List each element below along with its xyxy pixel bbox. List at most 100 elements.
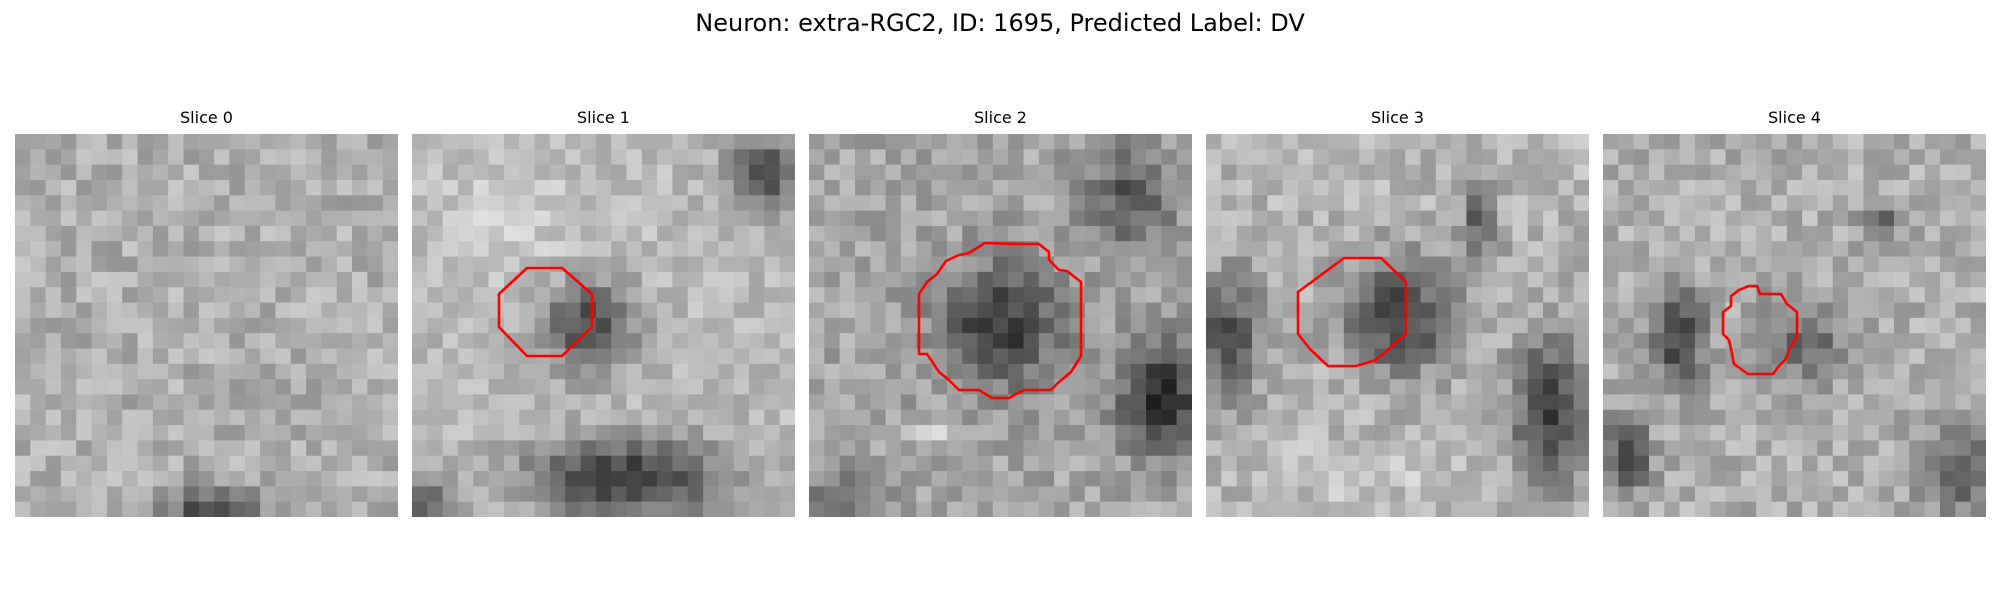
pixel-cell xyxy=(137,179,154,196)
pixel-cell xyxy=(1297,225,1314,242)
pixel-cell xyxy=(1894,195,1910,212)
pixel-cell xyxy=(1786,149,1803,166)
pixel-cell xyxy=(672,287,689,304)
pixel-cell xyxy=(1664,333,1681,350)
pixel-cell xyxy=(1664,501,1681,517)
pixel-cell xyxy=(1359,317,1376,334)
pixel-cell xyxy=(595,455,612,472)
pixel-cell xyxy=(15,164,31,181)
pixel-cell xyxy=(352,195,368,212)
pixel-cell xyxy=(214,486,231,503)
pixel-cell xyxy=(382,501,398,517)
pixel-cell xyxy=(611,271,628,288)
pixel-cell xyxy=(488,363,505,380)
pixel-cell xyxy=(824,363,841,380)
pixel-cell xyxy=(290,455,307,472)
pixel-cell xyxy=(1756,256,1773,273)
pixel-cell xyxy=(152,287,169,304)
pixel-cell xyxy=(1359,241,1376,258)
pixel-cell xyxy=(1221,210,1238,227)
pixel-cell xyxy=(1832,195,1849,212)
pixel-cell xyxy=(260,195,277,212)
pixel-cell xyxy=(733,348,750,365)
pixel-cell xyxy=(1970,210,1986,227)
pixel-cell xyxy=(1771,333,1788,350)
pixel-cell xyxy=(1786,179,1803,196)
pixel-cell xyxy=(1084,455,1101,472)
pixel-cell xyxy=(1297,302,1314,319)
pixel-cell xyxy=(1543,302,1559,319)
pixel-cell xyxy=(1297,287,1314,304)
pixel-cell xyxy=(412,501,428,517)
pixel-cell xyxy=(1894,271,1910,288)
pixel-cell xyxy=(76,455,93,472)
pixel-cell xyxy=(1328,164,1345,181)
pixel-cell xyxy=(1328,394,1345,411)
pixel-cell xyxy=(1863,501,1880,517)
pixel-cell xyxy=(1466,455,1483,472)
pixel-cell xyxy=(1970,179,1986,196)
pixel-cell xyxy=(611,225,628,242)
pixel-cell xyxy=(1664,210,1681,227)
pixel-cell xyxy=(1710,241,1727,258)
pixel-cell xyxy=(641,210,658,227)
pixel-cell xyxy=(1924,164,1941,181)
pixel-cell xyxy=(15,210,31,227)
pixel-cell xyxy=(1451,256,1468,273)
pixel-cell xyxy=(1420,471,1437,487)
pixel-cell xyxy=(1603,271,1619,288)
pixel-cell xyxy=(442,256,459,273)
pixel-cell xyxy=(427,486,444,503)
pixel-cell xyxy=(214,363,231,380)
pixel-cell xyxy=(1236,287,1253,304)
pixel-cell xyxy=(1008,471,1025,487)
pixel-cell xyxy=(1863,348,1880,365)
pixel-cell xyxy=(427,471,444,487)
pixel-cell xyxy=(1374,409,1391,426)
pixel-cell xyxy=(1038,486,1055,503)
pixel-cell xyxy=(457,501,474,517)
pixel-cell xyxy=(519,271,536,288)
pixel-cell xyxy=(749,486,765,503)
pixel-cell xyxy=(183,256,200,273)
pixel-cell xyxy=(1618,317,1635,334)
pixel-cell xyxy=(321,394,338,411)
pixel-cell xyxy=(809,179,825,196)
pixel-cell xyxy=(336,134,353,150)
pixel-cell xyxy=(152,179,169,196)
pixel-cell xyxy=(1679,486,1696,503)
pixel-cell xyxy=(473,409,490,426)
pixel-cell xyxy=(427,195,444,212)
pixel-cell xyxy=(1740,241,1757,258)
pixel-cell xyxy=(473,241,490,258)
pixel-cell xyxy=(1710,379,1727,396)
pixel-cell xyxy=(229,225,246,242)
pixel-cell xyxy=(534,379,551,396)
pixel-cell xyxy=(1878,210,1895,227)
pixel-cell xyxy=(244,134,261,150)
pixel-cell xyxy=(519,409,536,426)
pixel-cell xyxy=(30,394,47,411)
pixel-cell xyxy=(946,409,963,426)
pixel-cell xyxy=(733,179,750,196)
pixel-cell xyxy=(900,471,917,487)
pixel-cell xyxy=(1618,302,1635,319)
pixel-cell xyxy=(1710,425,1727,441)
pixel-cell xyxy=(106,271,123,288)
pixel-cell xyxy=(1603,363,1619,380)
pixel-cell xyxy=(1251,225,1268,242)
pixel-cell xyxy=(1710,210,1727,227)
pixel-cell xyxy=(1894,149,1910,166)
pixel-cell xyxy=(534,440,551,457)
pixel-cell xyxy=(457,287,474,304)
pixel-cell xyxy=(152,455,169,472)
pixel-cell xyxy=(946,486,963,503)
pixel-cell xyxy=(1146,302,1162,319)
pixel-cell xyxy=(1527,134,1544,150)
pixel-cell xyxy=(503,149,520,166)
pixel-cell xyxy=(1451,394,1468,411)
pixel-cell xyxy=(824,256,841,273)
pixel-cell xyxy=(412,394,428,411)
pixel-cell xyxy=(1756,210,1773,227)
pixel-cell xyxy=(1573,256,1589,273)
